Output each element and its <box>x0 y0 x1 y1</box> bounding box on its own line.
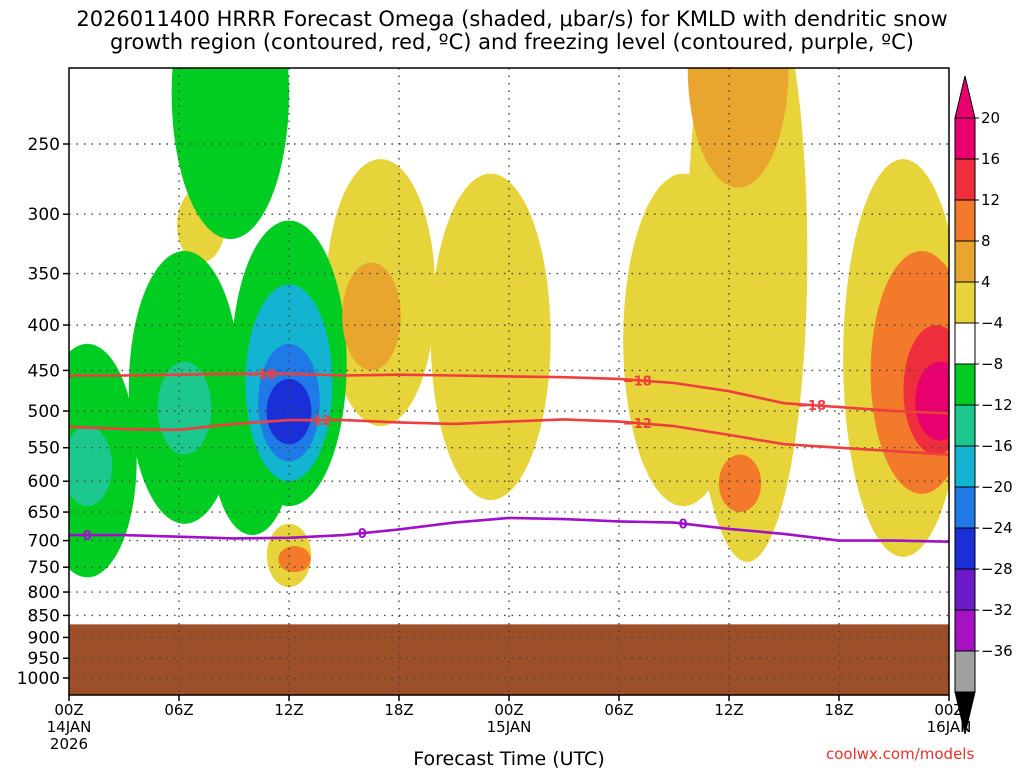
x-tick-label: 18Z <box>824 701 853 719</box>
y-tick-label: 850 <box>28 606 60 626</box>
chart-title-line-1: 2026011400 HRRR Forecast Omega (shaded, … <box>76 7 948 31</box>
colorbar-label: −36 <box>981 642 1013 660</box>
temperature-contours: −18 −18 −18 −12 −12 0 0 0 <box>69 368 949 544</box>
x-tick-label: 18Z <box>384 701 413 719</box>
colorbar: 20 16 12 8 4 −4 −8 −12 −16 −20 −24 −28 −32 −36 <box>954 75 1013 735</box>
colorbar-label: −24 <box>981 519 1013 537</box>
omega-region <box>687 68 808 562</box>
colorbar-label: 20 <box>981 109 1000 127</box>
y-tick-label: 300 <box>28 205 60 225</box>
y-tick-label: 900 <box>28 628 60 648</box>
chart-title: 2026011400 HRRR Forecast Omega (shaded, … <box>0 8 1024 54</box>
omega-region <box>157 361 212 455</box>
colorbar-label: −16 <box>981 437 1013 455</box>
colorbar-label: −8 <box>981 355 1003 373</box>
y-axis: 2503003504004505005506006507007508008509… <box>17 135 69 689</box>
contour-line-dgz_minus18 <box>69 372 949 415</box>
colorbar-label: −20 <box>981 478 1013 496</box>
omega-region <box>69 426 113 507</box>
omega-region <box>342 262 401 371</box>
colorbar-label: −32 <box>981 601 1013 619</box>
colorbar-label: −28 <box>981 560 1013 578</box>
y-tick-label: 650 <box>28 503 60 523</box>
x-tick-label: 12Z <box>714 701 743 719</box>
omega-region <box>915 361 949 441</box>
y-tick-label: 800 <box>28 583 60 603</box>
colorbar-swatch <box>954 199 976 242</box>
colorbar-swatch <box>954 445 976 488</box>
source-credit: coolwx.com/models <box>826 745 975 763</box>
colorbar-swatch <box>954 281 976 324</box>
colorbar-swatch <box>954 568 976 611</box>
y-tick-label: 700 <box>28 532 60 552</box>
colorbar-label: 16 <box>981 150 1000 168</box>
omega-region <box>687 68 789 188</box>
omega-region <box>266 378 312 445</box>
contour-label: −12 <box>302 414 331 429</box>
x-tick-label: 00Z <box>494 701 523 719</box>
x-tick-label: 00Z <box>54 701 83 719</box>
omega-region <box>430 173 551 501</box>
contour-label: 0 <box>679 518 688 533</box>
x-tick-label: 00Z <box>934 701 963 719</box>
contour-label: −18 <box>623 374 652 389</box>
contour-label: −12 <box>623 417 652 432</box>
y-tick-label: 550 <box>28 439 60 459</box>
y-tick-label: 350 <box>28 265 60 285</box>
y-tick-label: 750 <box>28 558 60 578</box>
x-tick-label: 06Z <box>164 701 193 719</box>
chart-title-line-2: growth region (contoured, red, ºC) and f… <box>110 30 914 54</box>
contour-label: 0 <box>83 529 92 544</box>
y-tick-label: 950 <box>28 649 60 669</box>
y-tick-label: 250 <box>28 135 60 155</box>
contour-line-freezing_level_0C <box>69 516 949 543</box>
colorbar-label: −12 <box>981 396 1013 414</box>
colorbar-label: −4 <box>981 314 1003 332</box>
x-tick-date: 15JAN <box>487 718 532 736</box>
colorbar-swatch <box>954 486 976 529</box>
colorbar-swatch <box>954 609 976 652</box>
x-tick-label: 12Z <box>274 701 303 719</box>
omega-region <box>278 546 311 573</box>
plot-area: −18 −18 −18 −12 −12 0 0 0 <box>68 67 950 696</box>
y-tick-label: 450 <box>28 361 60 381</box>
omega-region <box>718 454 762 513</box>
omega-shading <box>69 68 949 588</box>
colorbar-swatch <box>954 322 976 365</box>
colorbar-label: 4 <box>981 273 991 291</box>
contour-line-dgz_minus12 <box>69 418 949 456</box>
colorbar-swatch <box>954 158 976 201</box>
colorbar-swatch <box>954 240 976 283</box>
x-tick-year: 2026 <box>50 735 88 753</box>
colorbar-swatch <box>954 650 976 693</box>
contour-label: 0 <box>358 527 367 542</box>
colorbar-swatch <box>954 404 976 447</box>
x-tick-label: 06Z <box>604 701 633 719</box>
x-axis-label: Forecast Time (UTC) <box>413 748 604 768</box>
colorbar-swatch <box>954 363 976 406</box>
colorbar-label: 8 <box>981 232 991 250</box>
colorbar-swatch <box>954 117 976 160</box>
y-tick-label: 400 <box>28 316 60 336</box>
contour-label: −18 <box>797 399 826 414</box>
omega-region <box>171 68 290 240</box>
colorbar-arrow-bottom <box>954 691 976 735</box>
contour-label: −18 <box>247 368 276 383</box>
x-tick-date: 16JAN <box>927 718 972 736</box>
colorbar-label: 12 <box>981 191 1000 209</box>
y-tick-label: 1000 <box>17 669 60 689</box>
colorbar-swatch <box>954 527 976 570</box>
y-tick-label: 600 <box>28 472 60 492</box>
y-tick-label: 500 <box>28 402 60 422</box>
colorbar-arrow-top <box>954 75 976 119</box>
x-tick-date: 14JAN <box>47 718 92 736</box>
